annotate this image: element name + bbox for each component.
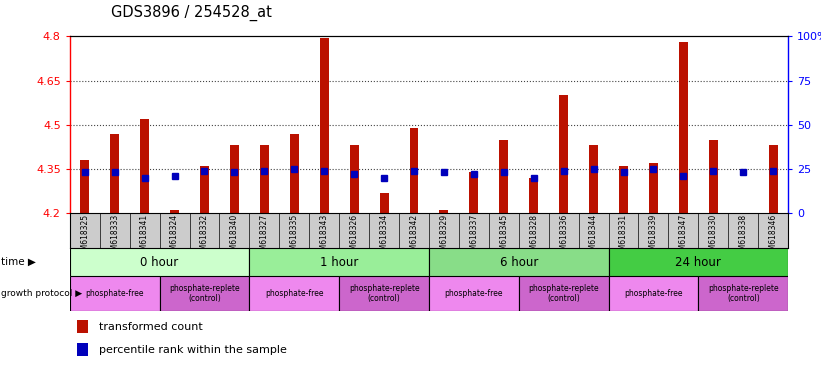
Bar: [439, 210, 448, 213]
Bar: [530, 178, 539, 213]
Text: phosphate-replete
(control): phosphate-replete (control): [169, 284, 240, 303]
Text: GSM618344: GSM618344: [589, 214, 599, 260]
Text: GSM618340: GSM618340: [230, 214, 239, 260]
Text: GSM618339: GSM618339: [649, 214, 658, 260]
Text: GSM618327: GSM618327: [259, 214, 268, 260]
Bar: [739, 213, 748, 216]
Bar: [429, 276, 519, 311]
Text: GSM618345: GSM618345: [499, 214, 508, 260]
Text: GSM618346: GSM618346: [768, 214, 777, 260]
Bar: [379, 192, 388, 213]
Bar: [260, 146, 268, 213]
Text: GSM618330: GSM618330: [709, 214, 718, 260]
Text: phosphate-replete
(control): phosphate-replete (control): [529, 284, 599, 303]
Bar: [80, 160, 89, 213]
Bar: [679, 42, 688, 213]
Text: GSM618325: GSM618325: [80, 214, 89, 260]
Text: 0 hour: 0 hour: [140, 256, 179, 268]
Bar: [499, 139, 508, 213]
Text: GSM618326: GSM618326: [350, 214, 359, 260]
Text: phosphate-replete
(control): phosphate-replete (control): [708, 284, 778, 303]
Bar: [410, 128, 419, 213]
Text: phosphate-free: phosphate-free: [85, 289, 144, 298]
Bar: [559, 95, 568, 213]
Text: GDS3896 / 254528_at: GDS3896 / 254528_at: [111, 5, 272, 21]
Text: 24 hour: 24 hour: [676, 256, 722, 268]
Bar: [170, 210, 179, 213]
Text: GSM618328: GSM618328: [530, 214, 539, 260]
Text: GSM618347: GSM618347: [679, 214, 688, 260]
Bar: [290, 134, 299, 213]
Text: GSM618335: GSM618335: [290, 214, 299, 260]
Text: 1 hour: 1 hour: [320, 256, 358, 268]
Text: GSM618337: GSM618337: [470, 214, 479, 260]
Bar: [470, 172, 479, 213]
Bar: [699, 276, 788, 311]
Text: percentile rank within the sample: percentile rank within the sample: [99, 345, 287, 355]
Bar: [619, 166, 628, 213]
Bar: [429, 248, 608, 276]
Text: GSM618341: GSM618341: [140, 214, 149, 260]
Text: phosphate-free: phosphate-free: [265, 289, 323, 298]
Bar: [519, 276, 608, 311]
Bar: [339, 276, 429, 311]
Text: GSM618329: GSM618329: [439, 214, 448, 260]
Bar: [589, 146, 598, 213]
Bar: [250, 276, 339, 311]
Bar: [350, 146, 359, 213]
Text: GSM618336: GSM618336: [559, 214, 568, 260]
Bar: [70, 276, 159, 311]
Bar: [768, 146, 777, 213]
Text: GSM618333: GSM618333: [110, 214, 119, 260]
Bar: [110, 134, 119, 213]
Text: GSM618332: GSM618332: [200, 214, 209, 260]
Text: phosphate-free: phosphate-free: [445, 289, 503, 298]
Bar: [608, 276, 699, 311]
Text: GSM618338: GSM618338: [739, 214, 748, 260]
Bar: [319, 38, 328, 213]
Text: GSM618334: GSM618334: [379, 214, 388, 260]
Text: GSM618331: GSM618331: [619, 214, 628, 260]
Bar: [159, 276, 250, 311]
Bar: [77, 320, 88, 333]
Bar: [230, 146, 239, 213]
Bar: [649, 163, 658, 213]
Text: time ▶: time ▶: [1, 257, 35, 267]
Bar: [70, 248, 250, 276]
Bar: [77, 343, 88, 356]
Text: growth protocol ▶: growth protocol ▶: [1, 289, 82, 298]
Text: phosphate-free: phosphate-free: [624, 289, 683, 298]
Text: transformed count: transformed count: [99, 322, 202, 332]
Text: GSM618343: GSM618343: [319, 214, 328, 260]
Text: GSM618324: GSM618324: [170, 214, 179, 260]
Bar: [140, 119, 149, 213]
Bar: [250, 248, 429, 276]
Bar: [709, 139, 718, 213]
Bar: [608, 248, 788, 276]
Text: 6 hour: 6 hour: [500, 256, 538, 268]
Bar: [200, 166, 209, 213]
Text: phosphate-replete
(control): phosphate-replete (control): [349, 284, 420, 303]
Text: GSM618342: GSM618342: [410, 214, 419, 260]
